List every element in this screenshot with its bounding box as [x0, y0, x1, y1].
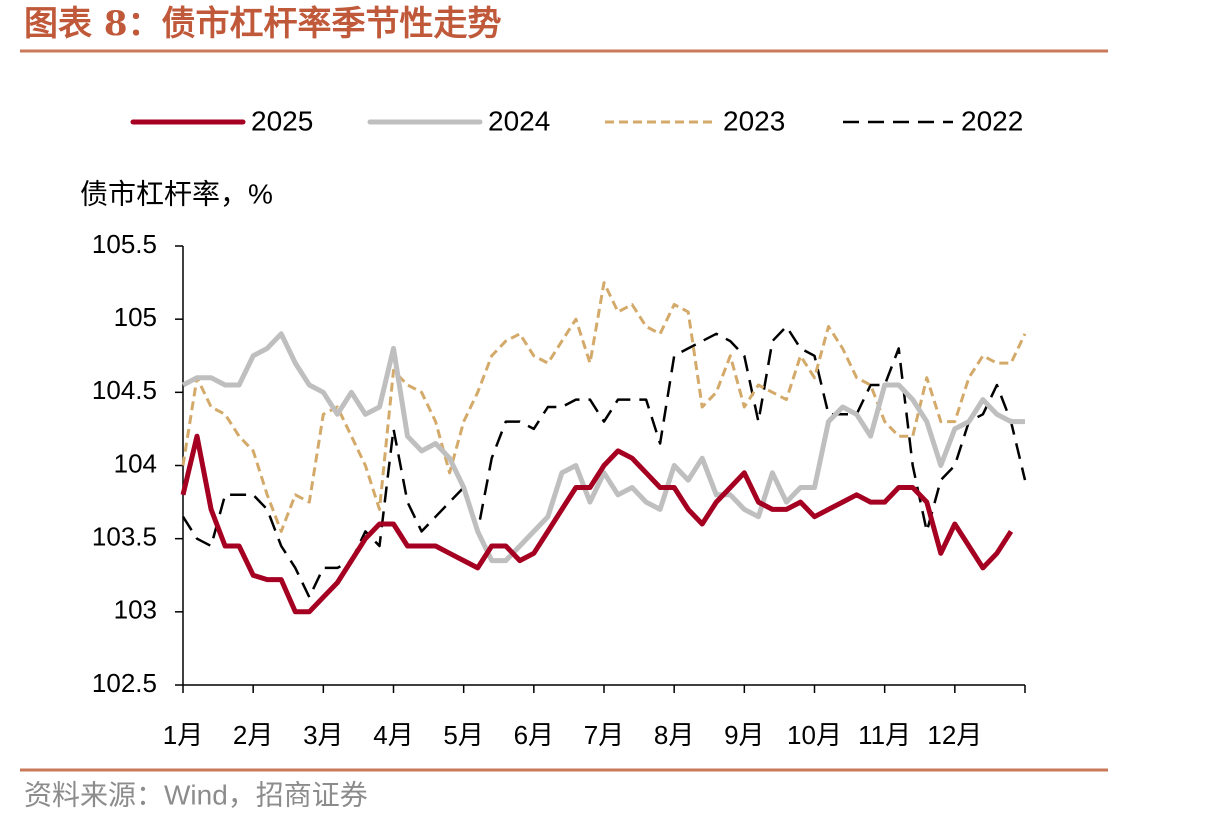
x-tick-label: 6月	[514, 720, 554, 750]
x-tick-label: 2月	[233, 720, 273, 750]
x-tick-label: 5月	[443, 720, 483, 750]
y-tick-label: 105.5	[92, 229, 157, 259]
legend-label: 2022	[961, 105, 1023, 136]
y-tick-label: 104	[114, 448, 157, 478]
x-tick-label: 11月	[858, 720, 911, 750]
y-tick-label: 104.5	[92, 375, 157, 405]
x-tick-label: 9月	[724, 720, 764, 750]
series-line	[181, 325, 1027, 599]
legend-label: 2025	[251, 105, 313, 136]
series-line	[181, 281, 1027, 533]
y-tick-label: 105	[114, 302, 157, 332]
y-tick-label: 102.5	[92, 668, 157, 698]
x-tick-label: 12月	[927, 720, 982, 750]
y-axis-label: 债市杠杆率，%	[80, 178, 273, 209]
series-line	[180, 433, 1014, 615]
chart-title: 图表 8：债市杠杆率季节性走势	[24, 4, 502, 44]
y-tick-label: 103.5	[92, 522, 157, 552]
x-tick-label: 4月	[373, 720, 413, 750]
x-tick-label: 8月	[654, 720, 694, 750]
x-tick-label: 7月	[584, 720, 624, 750]
x-tick-label: 1月	[163, 720, 203, 750]
x-tick-label: 3月	[303, 720, 343, 750]
y-tick-label: 103	[114, 595, 157, 625]
series-line	[181, 331, 1025, 564]
legend-label: 2023	[723, 105, 785, 136]
legend-label: 2024	[488, 105, 550, 136]
x-tick-label: 10月	[787, 720, 842, 750]
source-note: 资料来源：Wind，招商证券	[24, 779, 368, 810]
